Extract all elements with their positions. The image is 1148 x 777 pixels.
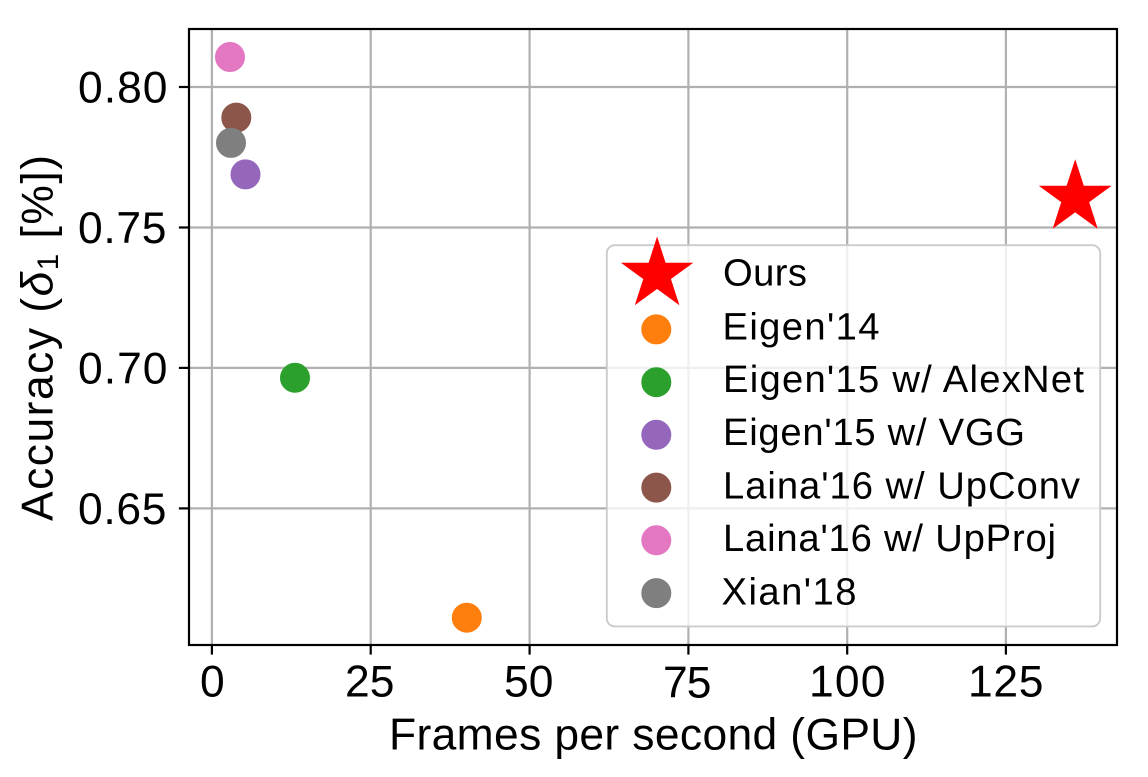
svg-text:Eigen'14: Eigen'14 — [723, 306, 880, 349]
svg-text:0.80: 0.80 — [78, 64, 168, 113]
svg-text:0: 0 — [200, 658, 225, 707]
svg-text:Eigen'15 w/ AlexNet: Eigen'15 w/ AlexNet — [723, 358, 1084, 401]
svg-text:Frames per second (GPU): Frames per second (GPU) — [389, 711, 918, 760]
svg-text:Eigen'15 w/ VGG: Eigen'15 w/ VGG — [723, 411, 1025, 454]
svg-text:Ours: Ours — [723, 252, 807, 295]
svg-text:0.70: 0.70 — [78, 345, 168, 394]
svg-text:75: 75 — [663, 659, 712, 708]
svg-text:125: 125 — [968, 658, 1044, 707]
svg-text:0.75: 0.75 — [78, 204, 167, 253]
svg-text:50: 50 — [504, 658, 554, 707]
svg-text:Laina'16 w/ UpProj: Laina'16 w/ UpProj — [723, 517, 1056, 560]
svg-text:0.65: 0.65 — [78, 485, 167, 534]
svg-text:Xian'18: Xian'18 — [722, 570, 857, 613]
svg-text:Accuracy (δ1 [%]): Accuracy (δ1 [%]) — [14, 155, 66, 521]
svg-text:25: 25 — [345, 658, 395, 707]
svg-text:100: 100 — [809, 658, 886, 707]
svg-text:Laina'16 w/ UpConv: Laina'16 w/ UpConv — [723, 464, 1080, 507]
